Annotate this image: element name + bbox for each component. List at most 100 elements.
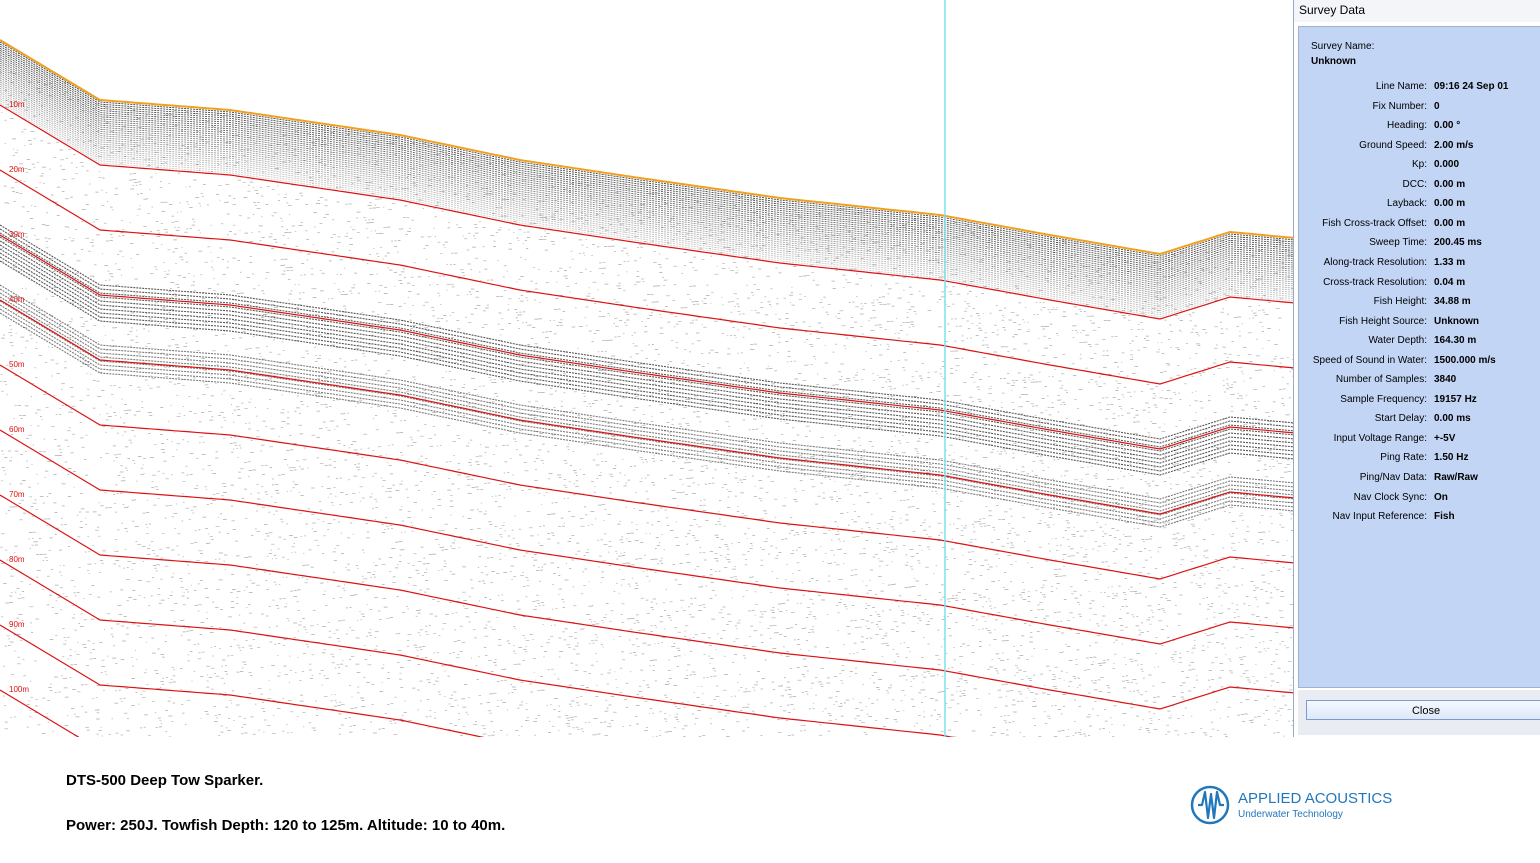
survey-field-row: Sweep Time: 200.45 ms [1299, 237, 1540, 253]
seabed-reflector [0, 71, 1295, 286]
survey-field-row: Heading: 0.00 ° [1299, 120, 1540, 136]
deep-reflector [0, 232, 1295, 448]
deep-reflector [0, 236, 1295, 452]
survey-field-value: +-5V [1434, 432, 1456, 444]
deep-reflector [0, 240, 1295, 456]
survey-field-value: 0.00 m [1434, 198, 1466, 210]
survey-field-label: Number of Samples: [1335, 374, 1427, 386]
survey-data-window: Survey Data Survey Name: Unknown Line Na… [1293, 0, 1540, 737]
seabed-reflector [0, 77, 1295, 293]
survey-field-row: Sample Frequency: 19157 Hz [1299, 394, 1540, 410]
survey-field-label: Ping Rate: [1380, 452, 1427, 464]
depth-marker-label: 80m [9, 555, 25, 564]
survey-field-value: 0.04 m [1434, 276, 1466, 288]
close-button[interactable]: Close [1306, 700, 1540, 720]
seabed-reflector [0, 47, 1295, 263]
seabed-reflector [0, 92, 1295, 307]
depth-contour-line [0, 494, 1295, 710]
survey-field-label: Input Voltage Range: [1333, 432, 1427, 444]
survey-field-value: 0.000 [1434, 159, 1460, 171]
seabed-reflector [0, 85, 1295, 301]
survey-field-row: Fish Height Source: Unknown [1299, 316, 1540, 332]
deep-reflector [0, 252, 1295, 468]
survey-field-value: 164.30 m [1434, 335, 1477, 347]
survey-name-label: Survey Name: [1311, 41, 1375, 52]
seabed-reflector [0, 83, 1295, 299]
survey-field-value: 0 [1434, 100, 1440, 112]
depth-marker-label: 20m [9, 165, 25, 174]
depth-contour-line [0, 299, 1295, 515]
seabed-reflector [0, 87, 1295, 303]
survey-field-row: Nav Clock Sync: On [1299, 492, 1540, 508]
window-footer: Close [1298, 690, 1540, 735]
depth-contour-line [0, 689, 80, 737]
survey-field-row: Number of Samples: 3840 [1299, 374, 1540, 390]
seabed-reflector [0, 64, 1295, 280]
seabed-reflector [0, 66, 1295, 282]
deep-reflector [0, 312, 1295, 528]
survey-field-row: Ping Rate: 1.50 Hz [1299, 452, 1540, 468]
seabed-reflector [0, 62, 1295, 278]
window-title: Survey Data [1294, 0, 1540, 22]
seabed-reflector [0, 68, 1295, 284]
logo-tagline: Underwater Technology [1238, 809, 1343, 820]
applied-acoustics-logo-icon [1190, 785, 1230, 825]
survey-field-label: Sweep Time: [1369, 237, 1427, 249]
seabed-reflector [0, 75, 1295, 291]
survey-field-label: Fix Number: [1372, 100, 1427, 112]
seabed-reflector [0, 45, 1295, 261]
survey-field-row: Kp: 0.000 [1299, 159, 1540, 175]
depth-marker-label: 30m [9, 230, 25, 239]
deep-reflector [0, 248, 1295, 464]
survey-field-label: Fish Height Source: [1339, 315, 1427, 327]
survey-field-label: Along-track Resolution: [1323, 256, 1427, 268]
seabed-reflector [0, 43, 1295, 259]
survey-field-label: Kp: [1411, 159, 1427, 171]
survey-field-value: 200.45 ms [1434, 237, 1482, 249]
depth-marker-label: 40m [9, 295, 25, 304]
deep-reflector [0, 304, 1295, 520]
company-logo: APPLIED ACOUSTICS Underwater Technology [1190, 784, 1410, 828]
survey-field-label: Layback: [1386, 198, 1427, 210]
survey-field-value: 3840 [1434, 374, 1457, 386]
survey-field-value: 0.00 ms [1434, 413, 1471, 425]
deep-reflector [0, 288, 1295, 504]
survey-field-label: Cross-track Resolution: [1323, 276, 1427, 288]
survey-field-label: Start Delay: [1374, 413, 1427, 425]
seabed-line [0, 39, 1295, 256]
survey-field-value: 1.33 m [1434, 256, 1466, 268]
seismic-profile-canvas[interactable]: 10m 20m 30m 40m 50m 60m 70m 80m 90m 100m [0, 0, 1295, 737]
survey-field-label: Line Name: [1375, 81, 1427, 92]
depth-contour-line [0, 624, 485, 737]
survey-field-row: Fix Number: 0 [1299, 101, 1540, 117]
survey-field-label: Nav Input Reference: [1332, 511, 1428, 523]
depth-contour-line [0, 364, 1295, 580]
survey-field-label: Ground Speed: [1359, 139, 1427, 151]
survey-field-row: Line Name: 09:16 24 Sep 01 [1299, 81, 1540, 97]
deep-reflector [0, 224, 1295, 440]
survey-field-value: 19157 Hz [1434, 393, 1477, 405]
depth-marker-label: 70m [9, 490, 25, 499]
survey-field-label: Speed of Sound in Water: [1312, 354, 1427, 366]
survey-field-label: Fish Cross-track Offset: [1322, 217, 1427, 229]
survey-field-value: Unknown [1434, 315, 1479, 327]
survey-field-label: Fish Height: [1373, 296, 1427, 308]
survey-field-row: Fish Height: 34.88 m [1299, 296, 1540, 312]
deep-reflector [0, 228, 1295, 444]
seabed-reflector [0, 79, 1295, 295]
depth-marker-label: 60m [9, 425, 25, 434]
survey-field-row: Input Voltage Range: +-5V [1299, 433, 1540, 449]
survey-field-label: Ping/Nav Data: [1359, 472, 1427, 483]
survey-field-row: DCC: 0.00 m [1299, 179, 1540, 195]
deep-reflector [0, 292, 1295, 508]
seabed-reflector [0, 41, 1295, 257]
survey-field-row: Start Delay: 0.00 ms [1299, 413, 1540, 429]
survey-field-row: Fish Cross-track Offset: 0.00 m [1299, 218, 1540, 234]
seismic-noise [0, 55, 1295, 737]
depth-contour-line [0, 234, 1295, 450]
seismic-profile[interactable]: 10m 20m 30m 40m 50m 60m 70m 80m 90m 100m [0, 0, 1295, 737]
survey-field-label: Heading: [1386, 120, 1427, 132]
seabed-reflector [0, 96, 1295, 312]
seabed-reflector [0, 81, 1295, 297]
survey-field-value: Fish [1434, 511, 1455, 523]
